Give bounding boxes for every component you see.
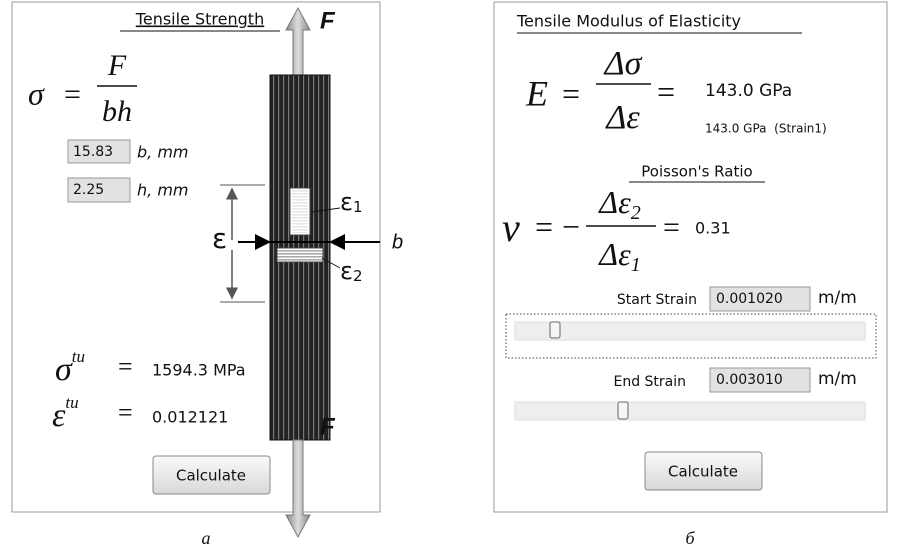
formula-den: Δε [604,99,640,136]
symbol: Δε [597,184,631,220]
gauge-label: ε2 [340,257,363,285]
input-value: 2.25 [73,182,104,198]
formula-eq: = [657,73,675,109]
end-strain-input[interactable] [709,367,811,393]
slider-focus [505,313,877,359]
result-symbol: σtu [55,347,85,388]
input-value: 0.003010 [716,372,783,388]
modulus-detail: 143.0 GPa (Strain1) [705,122,827,136]
result-value: 0.012121 [152,408,228,427]
slider-thumb[interactable] [617,401,629,420]
result-symbol: εtu [52,393,79,434]
symbol: ε [340,257,353,285]
width-label: b [392,231,403,253]
button-label: Calculate [176,467,246,485]
formula-eq: = [64,78,81,111]
section-title: Poisson's Ratio [641,163,752,181]
formula-sign: − [562,208,580,244]
button-label: Calculate [668,463,738,481]
unit: m/m [818,288,857,308]
subscript: 2 [353,267,363,285]
subscript: 1 [353,198,363,216]
input-label: b, mm [137,143,189,162]
leader [311,207,341,213]
formula-num: Δσ [603,45,643,82]
calculate-button[interactable] [644,451,763,491]
input-b[interactable] [67,139,131,164]
formula-num: F [107,49,127,82]
field-label: End Strain [613,374,686,390]
input-h[interactable] [67,177,131,203]
symbol: ε [340,188,353,216]
result-value: 1594.3 MPa [152,361,246,380]
calculate-button[interactable] [152,455,271,495]
end-slider[interactable] [514,401,866,421]
formula-lhs: ν [502,205,520,250]
gauge-grid [292,190,308,233]
slider-thumb[interactable] [549,321,561,339]
strain-label: ε [212,222,227,255]
subscript: 2 [631,202,641,224]
force-label: F [320,7,336,34]
gauge-2 [276,247,324,263]
formula-lhs: σ [28,75,45,111]
symbol: ε [52,397,66,434]
symbol: σ [55,351,73,388]
leader [321,257,341,269]
force-arrow [285,439,311,539]
caption: б [685,528,695,548]
unit: m/m [818,369,857,389]
start-strain-input[interactable] [709,286,811,312]
superscript: tu [65,393,78,412]
formula-den: Δε1 [597,236,640,275]
result-eq: = [118,398,133,427]
caption: а [202,528,211,548]
superscript: tu [72,347,85,366]
field-label: Start Strain [617,292,697,308]
start-slider[interactable] [514,321,866,341]
input-value: 0.001020 [716,291,783,307]
force-label: F [320,413,336,440]
input-value: 15.83 [73,144,113,160]
formula-eq: = [663,211,680,244]
input-label: h, mm [137,181,188,200]
formula-den: bh [102,95,132,128]
modulus-value: 143.0 GPa [705,81,792,101]
panel-title: Tensile Modulus of Elasticity [516,12,741,31]
panel-title: Tensile Strength [135,10,264,29]
symbol: Δε [597,236,631,272]
gauge-label: ε1 [340,188,363,216]
right-panel [493,1,888,513]
poisson-value: 0.31 [695,219,731,238]
formula-eq: = [562,75,580,111]
formula-eq: = [535,208,553,244]
formula-lhs: E [525,73,548,113]
formula-num: Δε2 [597,184,640,223]
result-eq: = [118,352,133,381]
subscript: 1 [631,254,641,276]
force-arrow [285,6,311,76]
